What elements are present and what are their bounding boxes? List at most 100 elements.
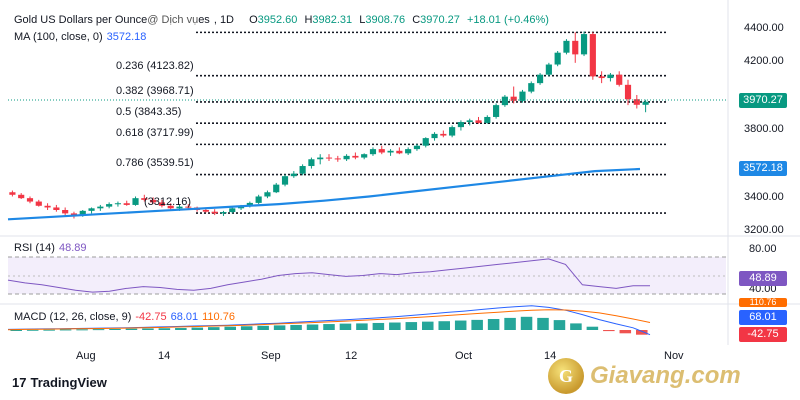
candle-down (44, 205, 51, 208)
candle-up (114, 203, 122, 205)
candle-up (387, 150, 394, 153)
candle-down (352, 155, 359, 158)
macd-hist-bar (537, 317, 549, 330)
candle-down (185, 206, 192, 208)
watermark-text: Giavang.com (590, 362, 741, 389)
macd-hist-bar (454, 320, 467, 330)
close-label: C (412, 14, 421, 26)
macd-hist-bar (520, 316, 533, 330)
candle-up (519, 91, 526, 101)
macd-hist-bar (438, 321, 450, 330)
candle-down (378, 149, 385, 153)
macd-hist-bar (26, 329, 39, 331)
rsi-tick: 80.00 (749, 243, 777, 255)
candle-up (132, 198, 139, 205)
ma-legend[interactable]: MA (100, close, 0) 3572.18 (14, 31, 150, 43)
price-tick: 3800.00 (744, 123, 784, 135)
candle-up (457, 122, 464, 128)
candle-up (501, 96, 508, 106)
symbol-legend[interactable]: Gold US Dollars per Ounce@ Dịch vụes, 1D… (14, 14, 553, 26)
candle-down (510, 96, 517, 101)
candle-up (545, 64, 552, 75)
macd-signal-badge: 68.01 (739, 310, 787, 325)
candle-up (343, 155, 350, 160)
candle-up (405, 149, 412, 154)
rsi-legend[interactable]: RSI (14) 48.89 (14, 242, 91, 254)
macd-hist-bar (59, 329, 72, 331)
macd-hist-bar (306, 324, 319, 330)
candle-down (211, 211, 218, 214)
candle-down (26, 198, 34, 202)
ma-100-line (7, 167, 641, 221)
candle-up (273, 184, 280, 193)
candle-up (88, 208, 95, 211)
candle-up (607, 74, 614, 79)
fib-label-0786: 0.786 (3539.51) (116, 157, 194, 169)
symbol-name: Gold US Dollars per Ounce (14, 14, 148, 26)
symbol-overlay-text: @ Dịch vụ (147, 14, 199, 26)
candle-up (317, 157, 324, 160)
tradingview-logo[interactable]: 17 TradingView (12, 375, 107, 390)
macd-hist-bar (603, 330, 615, 332)
time-label: Aug (76, 350, 96, 362)
candle-up (580, 34, 588, 55)
macd-hist-bar (471, 319, 483, 330)
macd-hist-bar (636, 330, 648, 335)
time-label: Oct (455, 350, 473, 362)
rsi-badge: 48.89 (739, 271, 787, 286)
macd-hist-bar (224, 326, 236, 330)
price-tick: 3200.00 (744, 224, 784, 236)
candle-up (106, 204, 113, 207)
fib-label-0618: 0.618 (3717.99) (116, 127, 194, 139)
candle-down (35, 201, 42, 206)
interval: , 1D (213, 14, 234, 26)
open-label: O (249, 14, 258, 26)
candle-down (141, 198, 148, 200)
rsi-legend-value: 48.89 (58, 242, 87, 254)
candle-down (325, 157, 333, 159)
macd-hist-bar (290, 324, 302, 330)
macd-hist-bar (109, 328, 121, 330)
macd-histogram (10, 316, 648, 335)
macd-legend-label: MACD (12, 26, close, 9) (14, 311, 132, 323)
macd-hist-bar (10, 330, 22, 331)
macd-hist-bar (389, 322, 401, 330)
macd-hist-bar (504, 317, 516, 330)
price-tick: 4200.00 (744, 55, 784, 67)
candle-up (264, 192, 271, 197)
candle-down (616, 74, 623, 85)
candle-down (123, 203, 130, 205)
macd-hist-bar (142, 328, 154, 330)
macd-hist-bar (158, 328, 171, 330)
tradingview-logo-text: TradingView (30, 375, 107, 390)
candle-down (475, 120, 482, 123)
candle-up (563, 40, 570, 53)
macd-legend[interactable]: MACD (12, 26, close, 9) -42.75 68.01 110.76 (14, 311, 239, 323)
macd-hist-bar (323, 324, 335, 330)
candle-up (431, 133, 438, 139)
candle-up (528, 83, 535, 92)
candle-down (150, 199, 157, 203)
macd-hist-badge: 110.76 (739, 298, 787, 307)
macd-legend-signal: 68.01 (170, 311, 199, 323)
high-label: H (304, 14, 313, 26)
candle-up (536, 74, 544, 84)
candle-down (396, 150, 403, 154)
high-value: 3982.31 (312, 14, 353, 26)
last-price-badge: 3970.27 (739, 93, 787, 108)
candle-up (299, 166, 306, 174)
candle-up (466, 120, 473, 123)
candle-down (9, 192, 16, 195)
candle-down (598, 76, 605, 79)
time-label: Sep (261, 350, 281, 362)
macd-hist-bar (422, 321, 434, 330)
tradingview-logo-icon: 17 (12, 375, 27, 390)
candle-up (220, 212, 227, 214)
macd-hist-bar (553, 320, 566, 330)
time-label: Nov (664, 350, 684, 362)
candle-up (449, 127, 456, 136)
macd-legend-macd: -42.75 (135, 311, 167, 323)
candle-up (554, 52, 561, 65)
ma-price-badge: 3572.18 (739, 161, 787, 176)
